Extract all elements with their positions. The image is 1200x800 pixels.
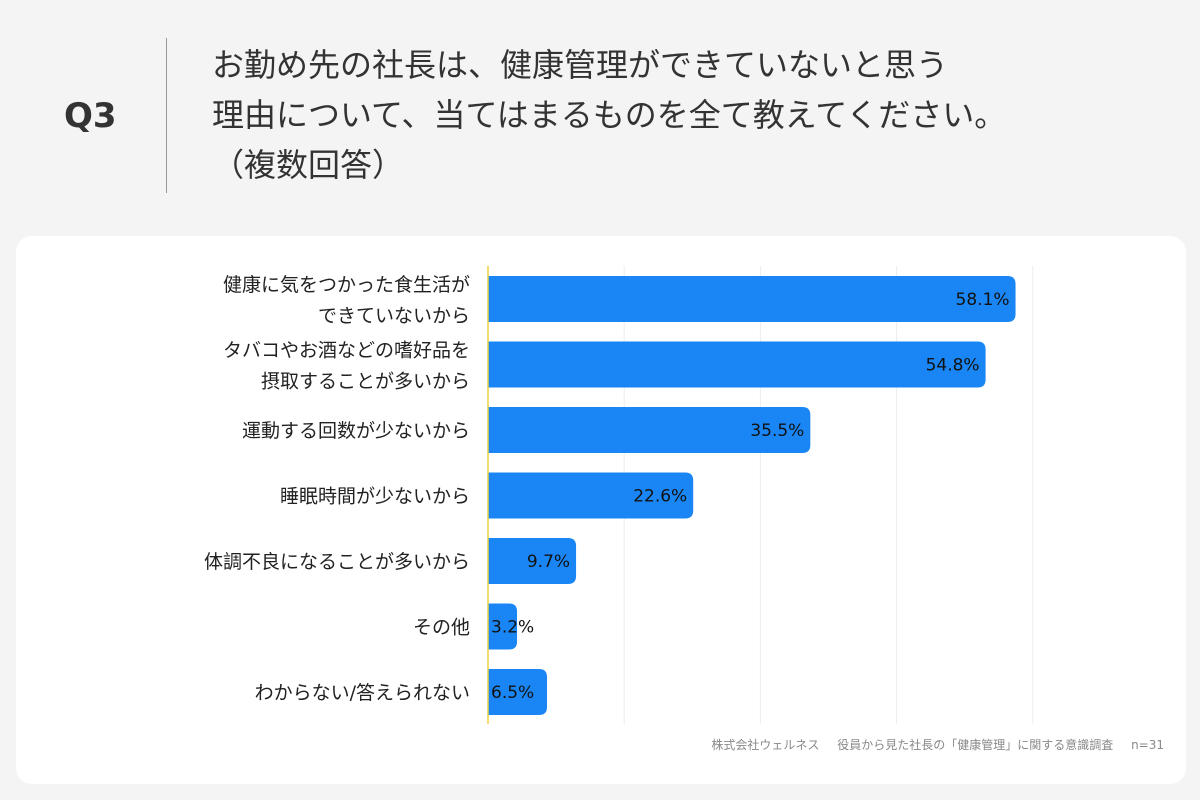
- category-label-line: 摂取することが多いから: [261, 371, 470, 393]
- question-text: お勤め先の社長は、健康管理ができていないと思う 理由について、当てはまるものを全…: [212, 40, 1172, 190]
- category-label-line: できていないから: [318, 305, 470, 327]
- header: Q3 お勤め先の社長は、健康管理ができていないと思う 理由について、当てはまるも…: [0, 0, 1200, 230]
- category-label-3: 運動する回数が少ないから: [242, 420, 470, 442]
- value-label-4: 22.6%: [633, 487, 687, 507]
- header-divider: [166, 38, 167, 193]
- bar-7: [488, 669, 548, 715]
- footnote-company: 株式会社ウェルネス: [711, 738, 820, 752]
- category-label-5: 体調不良になることが多いから: [204, 551, 470, 573]
- footnote-sample-size: n=31: [1131, 738, 1164, 752]
- value-label-5: 9.7%: [527, 552, 570, 572]
- category-label-line: タバコやお酒などの嗜好品を: [223, 340, 470, 362]
- category-label-line: わからない/答えられない: [255, 682, 470, 704]
- bar-chart: 58.1% 健康に気をつかった食生活ができていないから 54.8% タバコやお酒などの…: [204, 266, 1034, 724]
- footnote: 株式会社ウェルネス 役員から見た社長の「健康管理」に関する意識調査 n=31: [711, 736, 1164, 753]
- category-label-line: 運動する回数が少ないから: [242, 420, 470, 442]
- category-label-1: 健康に気をつかった食生活ができていないから: [223, 274, 470, 327]
- chart-card: 58.1% 健康に気をつかった食生活ができていないから 54.8% タバコやお酒などの…: [16, 236, 1186, 784]
- question-line-2: 理由について、当てはまるものを全て教えてください。: [212, 96, 1007, 134]
- category-label-line: 睡眠時間が少ないから: [280, 486, 470, 508]
- category-label-2: タバコやお酒などの嗜好品を摂取することが多いから: [223, 340, 470, 393]
- bar-3: [488, 407, 811, 453]
- category-label-line: 体調不良になることが多いから: [204, 551, 470, 573]
- bar-5: [488, 538, 577, 584]
- value-label-3: 35.5%: [750, 421, 804, 441]
- value-label-1: 58.1%: [956, 290, 1010, 310]
- category-label-7: わからない/答えられない: [255, 682, 470, 704]
- bar-2: [488, 341, 986, 388]
- bar-4: [488, 472, 694, 519]
- value-label-7: 6.5%: [491, 683, 534, 703]
- question-line-1: お勤め先の社長は、健康管理ができていないと思う: [212, 46, 949, 84]
- question-number: Q3: [64, 96, 117, 136]
- category-label-line: 健康に気をつかった食生活が: [223, 274, 470, 296]
- value-label-6: 3.2%: [491, 618, 534, 638]
- category-label-line: その他: [413, 617, 470, 639]
- footnote-survey: 役員から見た社長の「健康管理」に関する意識調査: [837, 738, 1114, 752]
- bar-6: [488, 603, 518, 650]
- value-label-2: 54.8%: [926, 356, 980, 376]
- category-label-4: 睡眠時間が少ないから: [280, 486, 470, 508]
- category-label-6: その他: [413, 617, 470, 639]
- bar-1: [488, 276, 1016, 322]
- question-line-3: （複数回答）: [212, 146, 405, 184]
